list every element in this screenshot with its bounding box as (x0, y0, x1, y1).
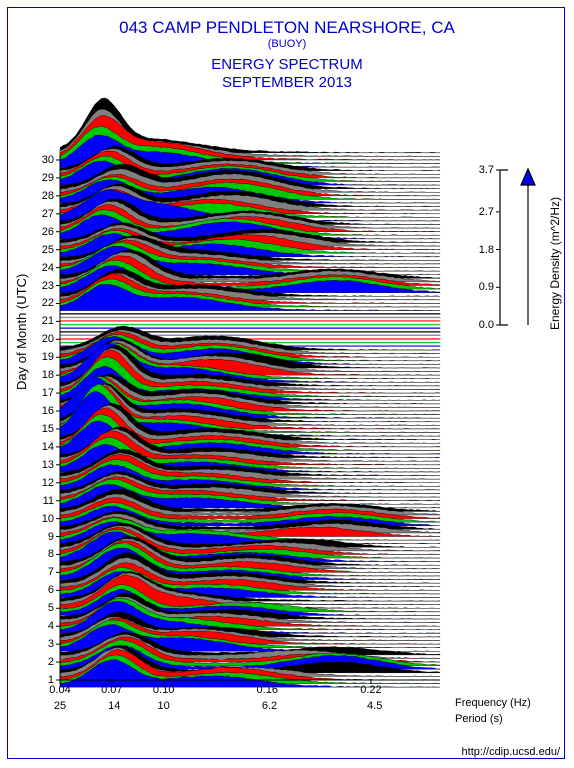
y-tick-label: 29 (32, 172, 54, 184)
title-product: ENERGY SPECTRUM (0, 56, 574, 73)
x-tick-freq: 0.04 (49, 684, 70, 696)
y-tick-label: 3 (32, 638, 54, 650)
x-tick-period: 10 (158, 700, 170, 712)
y-tick-label: 21 (32, 315, 54, 327)
source-url: http://cdip.ucsd.edu/ (462, 746, 560, 758)
y-tick-label: 24 (32, 262, 54, 274)
x-tick-freq: 0.22 (360, 684, 381, 696)
legend-tick: 0.0 (470, 319, 494, 331)
plot-area (60, 100, 440, 690)
x-tick-period: 25 (54, 700, 66, 712)
y-tick-label: 7 (32, 566, 54, 578)
y-tick-label: 16 (32, 405, 54, 417)
y-tick-label: 18 (32, 369, 54, 381)
title-buoy: (BUOY) (0, 38, 574, 50)
ridge-trace (60, 321, 440, 322)
x-tick-period: 4.5 (367, 700, 382, 712)
y-tick-label: 30 (32, 154, 54, 166)
y-tick-label: 9 (32, 531, 54, 543)
y-tick-label: 17 (32, 387, 54, 399)
y-tick-label: 14 (32, 441, 54, 453)
y-tick-label: 20 (32, 333, 54, 345)
x-tick-period: 6.2 (262, 700, 277, 712)
y-tick-label: 5 (32, 602, 54, 614)
y-tick-label: 13 (32, 459, 54, 471)
ridge-trace (60, 317, 440, 318)
energy-density-legend: Energy Density (m^2/Hz) 0.0 0.9 1.8 2.7 3.7 (470, 165, 560, 340)
x-tick-period: 14 (108, 700, 120, 712)
y-tick-label: 10 (32, 513, 54, 525)
ridge-trace (60, 313, 440, 314)
y-tick-label: 11 (32, 495, 54, 507)
title-station: 043 CAMP PENDLETON NEARSHORE, CA (0, 18, 574, 38)
y-tick-label: 6 (32, 584, 54, 596)
legend-tick: 0.9 (470, 281, 494, 293)
legend-tick: 2.7 (470, 206, 494, 218)
ridgeline-svg (60, 100, 440, 690)
y-tick-label: 8 (32, 548, 54, 560)
x-axis-label-period: Period (s) (455, 713, 503, 725)
ridge-trace (60, 324, 440, 325)
y-tick-label: 4 (32, 620, 54, 632)
x-axis-label-frequency: Frequency (Hz) (455, 697, 531, 709)
legend-tick: 3.7 (470, 164, 494, 176)
y-tick-label: 15 (32, 423, 54, 435)
legend-tick: 1.8 (470, 244, 494, 256)
y-tick-label: 23 (32, 280, 54, 292)
y-tick-label: 12 (32, 477, 54, 489)
y-tick-label: 22 (32, 297, 54, 309)
y-tick-label: 2 (32, 656, 54, 668)
y-tick-label: 28 (32, 190, 54, 202)
page: 043 CAMP PENDLETON NEARSHORE, CA (BUOY) … (0, 0, 574, 768)
y-tick-label: 27 (32, 208, 54, 220)
title-date: SEPTEMBER 2013 (0, 74, 574, 91)
x-tick-freq: 0.07 (101, 684, 122, 696)
y-tick-label: 26 (32, 226, 54, 238)
y-tick-label: 19 (32, 351, 54, 363)
x-tick-freq: 0.10 (153, 684, 174, 696)
x-tick-freq: 0.16 (257, 684, 278, 696)
legend-label: Energy Density (m^2/Hz) (548, 197, 562, 330)
y-tick-label: 25 (32, 244, 54, 256)
y-axis-label: Day of Month (UTC) (14, 274, 29, 390)
